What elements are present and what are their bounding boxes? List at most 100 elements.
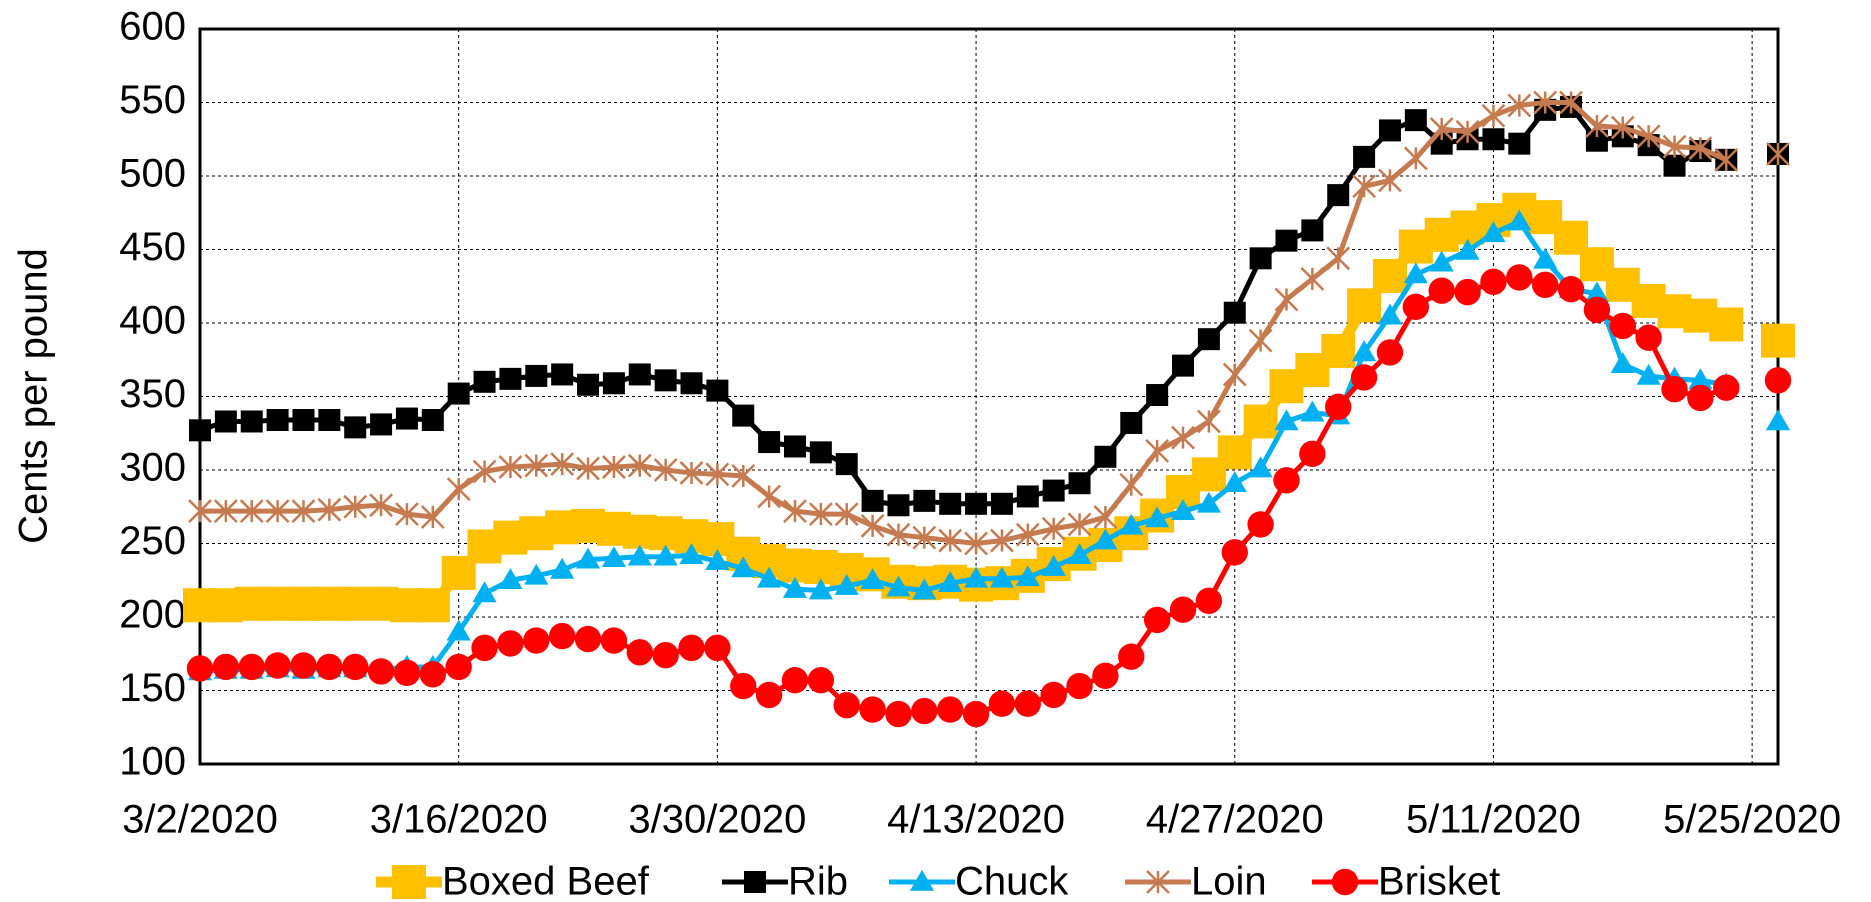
y-tick-label: 250 xyxy=(119,519,186,563)
marker xyxy=(602,372,625,395)
y-tick-label: 500 xyxy=(119,152,186,196)
marker xyxy=(1300,267,1325,291)
series xyxy=(183,192,1795,623)
marker xyxy=(1533,247,1558,269)
marker xyxy=(1559,90,1583,115)
marker xyxy=(1016,485,1039,508)
marker xyxy=(1171,425,1195,450)
marker xyxy=(1508,132,1531,155)
legend-label: Boxed Beef xyxy=(442,860,650,902)
marker xyxy=(1481,221,1506,243)
marker xyxy=(344,416,367,439)
marker xyxy=(316,653,343,681)
marker xyxy=(1327,184,1350,207)
marker xyxy=(550,452,575,477)
marker xyxy=(1765,409,1791,431)
marker xyxy=(1172,354,1195,377)
marker xyxy=(913,489,936,512)
marker xyxy=(498,455,523,479)
marker xyxy=(1068,472,1091,495)
x-tick-label: 4/27/2020 xyxy=(1146,798,1324,842)
marker xyxy=(680,372,703,395)
marker xyxy=(497,630,524,657)
series-line xyxy=(199,104,1728,508)
marker xyxy=(809,441,832,464)
marker xyxy=(1146,870,1170,894)
y-tick-label: 100 xyxy=(119,740,186,784)
marker xyxy=(576,456,600,481)
marker xyxy=(471,634,498,662)
marker xyxy=(1557,275,1585,303)
marker xyxy=(213,499,238,524)
marker xyxy=(1066,672,1093,700)
marker xyxy=(600,627,628,654)
marker xyxy=(835,453,858,476)
marker xyxy=(1274,409,1299,431)
legend-label: Chuck xyxy=(955,860,1069,902)
marker xyxy=(782,576,808,598)
marker xyxy=(1378,168,1402,193)
marker xyxy=(1402,293,1430,321)
marker xyxy=(964,531,988,556)
marker xyxy=(936,696,964,723)
marker xyxy=(1764,367,1792,394)
marker xyxy=(1243,404,1278,439)
x-tick-label: 3/16/2020 xyxy=(370,798,548,842)
marker xyxy=(1221,539,1248,566)
marker xyxy=(1015,565,1040,587)
marker xyxy=(551,363,574,386)
marker xyxy=(420,505,445,529)
marker xyxy=(1583,296,1611,323)
marker xyxy=(679,543,704,565)
marker xyxy=(912,525,937,550)
marker xyxy=(499,367,522,390)
marker xyxy=(988,690,1016,717)
marker xyxy=(654,369,677,392)
marker xyxy=(990,528,1014,553)
marker xyxy=(445,653,472,681)
marker xyxy=(575,547,601,569)
marker xyxy=(1351,340,1377,362)
marker xyxy=(909,869,935,891)
marker xyxy=(652,642,679,669)
x-tick-label: 4/13/2020 xyxy=(887,798,1065,842)
marker xyxy=(393,659,421,687)
marker xyxy=(447,382,470,405)
marker xyxy=(1584,281,1610,303)
marker xyxy=(1636,124,1661,149)
marker xyxy=(1146,384,1169,407)
marker xyxy=(1247,511,1274,538)
y-tick-label: 200 xyxy=(119,593,186,637)
marker xyxy=(239,499,264,524)
marker xyxy=(1507,93,1532,118)
marker xyxy=(472,459,497,484)
marker xyxy=(990,492,1013,515)
y-tick-label: 150 xyxy=(119,666,186,710)
marker xyxy=(395,502,419,526)
series-line xyxy=(199,274,1728,717)
marker xyxy=(1093,505,1118,529)
marker xyxy=(1709,307,1744,342)
marker xyxy=(1143,606,1171,634)
marker xyxy=(1325,393,1352,420)
marker xyxy=(342,653,369,681)
marker xyxy=(1014,690,1042,717)
marker xyxy=(938,528,963,553)
marker xyxy=(1372,258,1407,293)
marker xyxy=(577,373,600,396)
marker xyxy=(188,499,212,524)
marker xyxy=(833,692,860,719)
marker xyxy=(653,458,678,482)
marker xyxy=(962,700,990,728)
marker xyxy=(602,455,626,479)
marker xyxy=(1585,129,1608,152)
y-tick-label: 450 xyxy=(119,225,186,269)
marker xyxy=(1300,400,1325,422)
marker xyxy=(1223,301,1246,324)
marker xyxy=(1455,120,1480,144)
series-line xyxy=(200,204,1729,611)
marker xyxy=(392,865,426,899)
marker xyxy=(1403,146,1428,171)
marker xyxy=(758,431,781,454)
